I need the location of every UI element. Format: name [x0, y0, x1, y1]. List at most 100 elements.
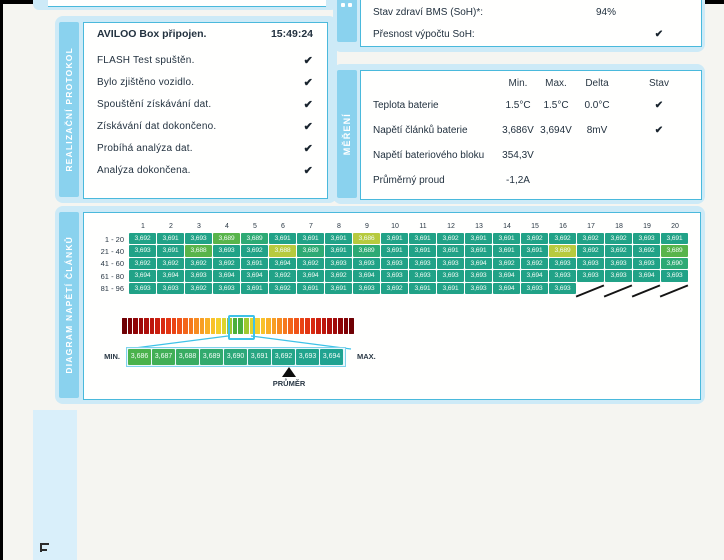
soh-value: 94% — [595, 6, 616, 18]
average-label: PRŮMĚR — [272, 379, 306, 388]
cell-voltage: 3,693 — [605, 270, 632, 282]
gradient-segment — [177, 318, 183, 334]
column-header: 19 — [643, 222, 651, 230]
column-header: 13 — [475, 222, 483, 230]
gradient-segment — [199, 318, 205, 334]
gradient-segment — [255, 318, 260, 334]
gradient-segment — [288, 318, 293, 334]
col-header-delta: Delta — [585, 77, 609, 89]
cell-voltage: 3,693 — [437, 270, 464, 282]
cell-voltage: 3,692 — [297, 257, 324, 270]
avilo-box-status: AVILOO Box připojen. — [97, 28, 207, 40]
cell-voltage: 3,692 — [605, 245, 632, 257]
column-header: 10 — [391, 222, 399, 230]
gradient-segment — [282, 318, 288, 334]
measurement-row: Průměrný proud -1,2A — [361, 168, 701, 193]
cell-voltage: 3,693 — [633, 233, 660, 245]
cell-voltage: 3,691 — [157, 245, 184, 257]
column-header: 9 — [365, 222, 369, 230]
previous-section-whitebox — [48, 0, 326, 7]
soh-accuracy-row: Přesnost výpočtu SoH: ✔ — [361, 23, 701, 45]
gradient-segment — [188, 318, 194, 334]
partial-letter-glyph-bottom — [40, 543, 52, 558]
mereni-header-row: Min. Max. Delta Stav — [361, 73, 701, 93]
column-header: 5 — [253, 222, 257, 230]
table-row: 81 - 96 3,693 3,693 3,692 3,693 3,691 3,692 3,6… — [88, 282, 689, 298]
cell-voltage: 3,694 — [633, 270, 660, 282]
zoom-cell-voltage: 3,691 — [248, 349, 271, 365]
checklist-item: Spouštění získávání dat. ✔ — [97, 93, 313, 115]
measurement-label: Napětí článků baterie — [373, 125, 468, 136]
check-icon: ✔ — [303, 120, 313, 133]
gradient-segment — [349, 318, 354, 334]
gradient-segment — [338, 318, 343, 334]
checklist-item: Analýza dokončena. ✔ — [97, 159, 313, 181]
gradient-segment — [127, 318, 133, 334]
realizacni-section: REALIZAČNÍ PROTOKOL — [55, 16, 337, 203]
voltage-zoom-row: 3,686 3,687 3,688 3,689 3,690 3,691 3,692 3,693… — [126, 347, 346, 367]
cell-voltage: 3,691 — [409, 233, 436, 245]
cell-voltage: 3,691 — [409, 282, 436, 294]
zoom-connector-lines — [126, 335, 352, 350]
row-label: 21 - 40 — [100, 247, 124, 257]
cell-voltage: 3,692 — [185, 282, 212, 294]
cell-voltage: 3,692 — [157, 257, 184, 270]
gradient-segment — [244, 318, 249, 334]
soh-accuracy-check-icon: ✔ — [654, 28, 664, 40]
row-label: 61 - 80 — [100, 271, 124, 281]
bms-whitebox: Stav zdraví BMS (SoH)*: 94% Přesnost výp… — [360, 0, 702, 47]
cell-voltage: 3,691 — [437, 245, 464, 257]
gradient-segment — [277, 318, 282, 334]
measurement-max: 1.5°C — [543, 100, 569, 111]
measurement-row: Napětí bateriového bloku 354,3V — [361, 143, 701, 168]
measurement-label: Průměrný proud — [373, 175, 445, 186]
cell-voltage: 3,694 — [493, 270, 520, 282]
gradient-segment — [194, 318, 199, 334]
cell-voltage: 3,694 — [521, 270, 548, 282]
measurement-min: -1,2A — [506, 175, 530, 186]
column-header: 8 — [337, 222, 341, 230]
check-icon: ✔ — [303, 98, 313, 111]
cell-voltage: 3,694 — [129, 270, 156, 282]
previous-section-remnant — [33, 0, 337, 10]
gradient-segment — [327, 318, 332, 334]
measurement-row: Napětí článků baterie 3,686V 3,694V 8mV ✔ — [361, 118, 701, 143]
cell-voltage: 3,689 — [661, 245, 688, 257]
cell-voltage: 3,693 — [549, 257, 576, 270]
gradient-segment — [160, 318, 166, 334]
cell-voltage: 3,691 — [381, 233, 408, 245]
gradient-segment — [138, 318, 144, 334]
cell-voltage: 3,693 — [549, 282, 576, 294]
cell-voltage: 3,692 — [129, 257, 156, 270]
cell-voltage: 3,693 — [129, 282, 156, 294]
cell-voltage: 3,693 — [577, 257, 604, 270]
gradient-segment — [122, 318, 127, 334]
cell-voltage: 3,693 — [381, 270, 408, 282]
cell-voltage: 3,691 — [437, 282, 464, 294]
cell-voltage: 3,692 — [549, 233, 576, 245]
checklist-item-label: FLASH Test spuštěn. — [97, 54, 195, 66]
table-header-row: 1 2 3 4 5 6 7 8 9 10 11 12 13 14 15 16 17 18 19 20 — [88, 219, 689, 233]
column-header: 11 — [419, 222, 427, 230]
next-section-remnant — [33, 410, 77, 560]
cell-voltage: 3,691 — [325, 282, 352, 294]
zoom-cell-voltage: 3,689 — [200, 349, 223, 365]
realizacni-vertical-label: REALIZAČNÍ PROTOKOL — [59, 22, 79, 197]
gradient-segment — [149, 318, 155, 334]
cell-voltage: 3,693 — [353, 282, 380, 294]
min-label: MIN. — [104, 352, 120, 361]
gradient-segment — [166, 318, 171, 334]
cell-voltage: 3,693 — [521, 282, 548, 294]
gradient-segment — [321, 318, 327, 334]
gradient-segment — [316, 318, 321, 334]
cell-voltage: 3,693 — [661, 270, 688, 282]
cell-voltage: 3,692 — [633, 245, 660, 257]
measurement-delta: 8mV — [586, 125, 608, 136]
cell-voltage: 3,693 — [185, 270, 212, 282]
cell-voltage: 3,692 — [213, 257, 240, 270]
cell-voltage: 3,691 — [493, 245, 520, 257]
measurement-stav-check-icon: ✔ — [654, 125, 664, 136]
cell-voltage: 3,694 — [465, 257, 492, 270]
cell-voltage: 3,692 — [241, 245, 268, 257]
table-row: 21 - 40 3,693 3,691 3,688 3,693 3,692 3,688 3,6… — [88, 245, 689, 257]
